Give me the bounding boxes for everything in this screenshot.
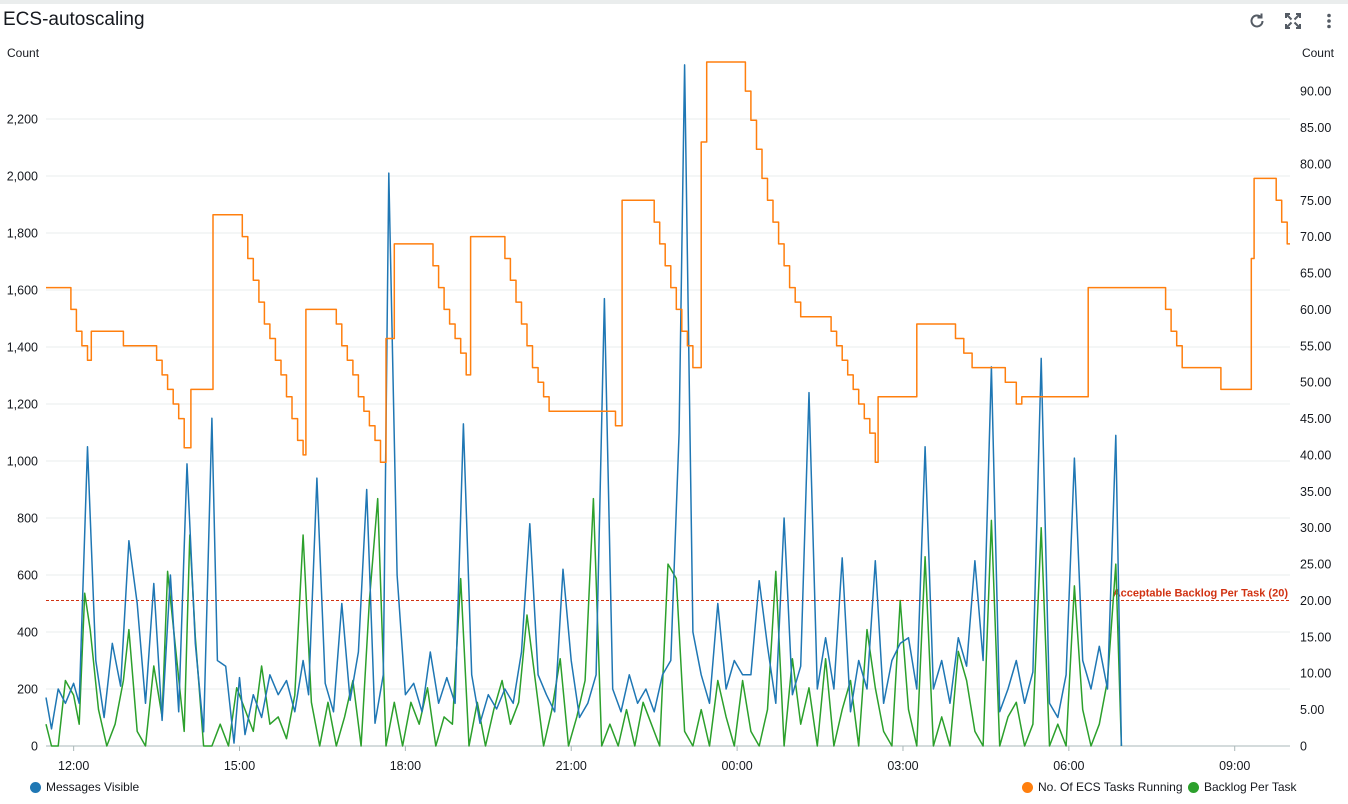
y-right-tick-label: 20.00 — [1300, 594, 1331, 608]
threshold-label: Acceptable Backlog Per Task (20) — [1113, 587, 1289, 599]
y-right-tick-label: 50.00 — [1300, 376, 1331, 390]
y-right-tick-label: 10.00 — [1300, 667, 1331, 681]
y-right-tick-label: 70.00 — [1300, 230, 1331, 244]
x-tick-label: 09:00 — [1219, 759, 1250, 773]
y-left-tick-label: 200 — [17, 683, 38, 697]
more-vertical-icon — [1327, 13, 1331, 29]
legend-label: No. Of ECS Tasks Running — [1038, 780, 1183, 794]
fullscreen-icon — [1285, 13, 1301, 29]
y-right-tick-label: 40.00 — [1300, 448, 1331, 462]
y-right-tick-label: 35.00 — [1300, 485, 1331, 499]
y-right-tick-label: 65.00 — [1300, 267, 1331, 281]
refresh-button[interactable] — [1246, 10, 1268, 32]
legend-item-backlog-per-task[interactable]: Backlog Per Task — [1188, 780, 1297, 794]
x-tick-label: 03:00 — [887, 759, 918, 773]
x-tick-label: 00:00 — [721, 759, 752, 773]
legend-swatch — [1022, 781, 1033, 793]
y-left-tick-label: 2,200 — [7, 113, 38, 127]
y-left-tick-label: 1,600 — [7, 284, 38, 298]
widget-title: ECS-autoscaling — [3, 9, 145, 30]
y-right-tick-label: 55.00 — [1300, 339, 1331, 353]
y-right-tick-label: 85.00 — [1300, 121, 1331, 135]
y-right-tick-label: 75.00 — [1300, 194, 1331, 208]
x-tick-label: 06:00 — [1053, 759, 1084, 773]
y-right-tick-label: 45.00 — [1300, 412, 1331, 426]
y-right-tick-label: 0 — [1300, 740, 1307, 754]
legend-swatch — [1188, 781, 1199, 793]
series-line-backlog-per-task — [45, 497, 1123, 747]
y-left-tick-label: 800 — [17, 512, 38, 526]
y-left-tick-label: 1,000 — [7, 455, 38, 469]
y-right-tick-label: 25.00 — [1300, 558, 1331, 572]
x-tick-label: 12:00 — [58, 759, 89, 773]
x-tick-label: 21:00 — [556, 759, 587, 773]
widget-menu-button[interactable] — [1318, 10, 1340, 32]
legend-label: Messages Visible — [46, 780, 140, 794]
y-right-axis-title: Count — [1301, 46, 1334, 60]
y-left-axis-title: Count — [7, 46, 40, 60]
y-right-tick-label: 5.00 — [1300, 703, 1324, 717]
y-left-tick-label: 1,800 — [7, 227, 38, 241]
widget-toolbar — [1246, 10, 1340, 32]
series-line-no-of-ecs-tasks-running — [46, 61, 1290, 463]
y-left-tick-label: 1,200 — [7, 398, 38, 412]
y-left-tick-label: 2,000 — [7, 170, 38, 184]
legend-label: Backlog Per Task — [1204, 780, 1297, 794]
refresh-icon — [1250, 13, 1264, 28]
y-right-tick-label: 90.00 — [1300, 85, 1331, 99]
legend-item-ecs-tasks-running[interactable]: No. Of ECS Tasks Running — [1022, 780, 1183, 794]
series-line-messages-visible — [45, 64, 1123, 747]
x-tick-label: 15:00 — [224, 759, 255, 773]
legend-item-messages-visible[interactable]: Messages Visible — [30, 780, 139, 794]
y-right-tick-label: 15.00 — [1300, 630, 1331, 644]
legend-swatch — [30, 781, 41, 793]
y-left-tick-label: 400 — [17, 626, 38, 640]
y-right-tick-label: 60.00 — [1300, 303, 1331, 317]
fullscreen-button[interactable] — [1282, 10, 1304, 32]
y-right-tick-label: 80.00 — [1300, 157, 1331, 171]
y-right-tick-label: 30.00 — [1300, 521, 1331, 535]
x-tick-label: 18:00 — [390, 759, 421, 773]
top-border — [0, 0, 1348, 4]
y-left-tick-label: 0 — [31, 740, 38, 754]
y-left-tick-label: 1,400 — [7, 341, 38, 355]
y-left-tick-label: 600 — [17, 569, 38, 583]
